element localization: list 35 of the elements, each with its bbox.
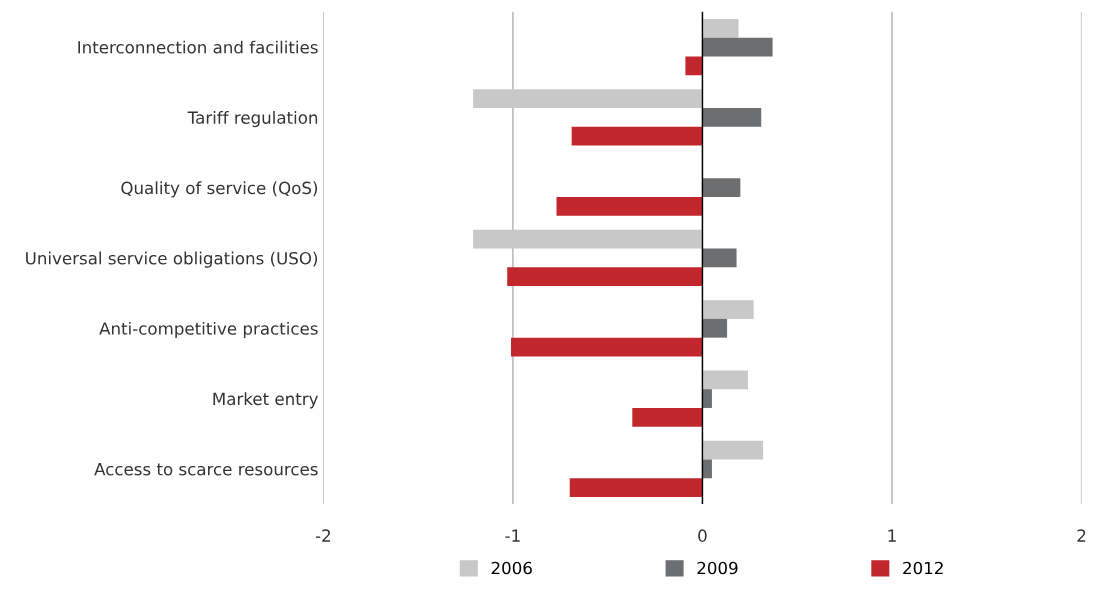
bar <box>702 18 739 38</box>
y-tick-label: Tariff regulation <box>187 111 318 128</box>
legend-label: 2006 <box>491 561 532 575</box>
bar <box>632 407 703 427</box>
bar <box>702 440 764 460</box>
x-tick-label: -1 <box>505 529 520 542</box>
x-tick-label: -2 <box>315 529 330 542</box>
legend-label: 2009 <box>697 561 738 575</box>
bar <box>473 89 703 108</box>
bar <box>556 197 703 216</box>
bar <box>702 300 754 319</box>
bar <box>702 318 728 338</box>
bar <box>685 56 703 76</box>
bar <box>511 337 703 357</box>
x-tick-label: 2 <box>1077 529 1086 542</box>
y-tick-label: Access to scarce resources <box>94 463 318 476</box>
bar <box>702 389 712 408</box>
bar <box>702 107 762 127</box>
bar <box>702 37 773 57</box>
y-tick-label: Quality of service (QoS) <box>121 181 318 198</box>
y-tick-label: Interconnection and facilities <box>78 40 318 54</box>
bar <box>473 229 703 249</box>
y-tick-label: Market entry <box>213 392 318 409</box>
x-tick-label: 1 <box>888 529 896 542</box>
y-tick-label: Anti-competitive practices <box>99 321 318 339</box>
legend-label: 2012 <box>903 561 943 575</box>
bar <box>702 248 737 268</box>
x-tick-label: 0 <box>698 529 707 542</box>
bar <box>569 478 703 498</box>
bar <box>702 459 712 479</box>
bar <box>702 370 748 390</box>
bar <box>507 267 703 287</box>
bar <box>571 126 703 146</box>
bar <box>702 178 741 198</box>
y-tick-label: Universal service obligations (USO) <box>26 251 318 268</box>
